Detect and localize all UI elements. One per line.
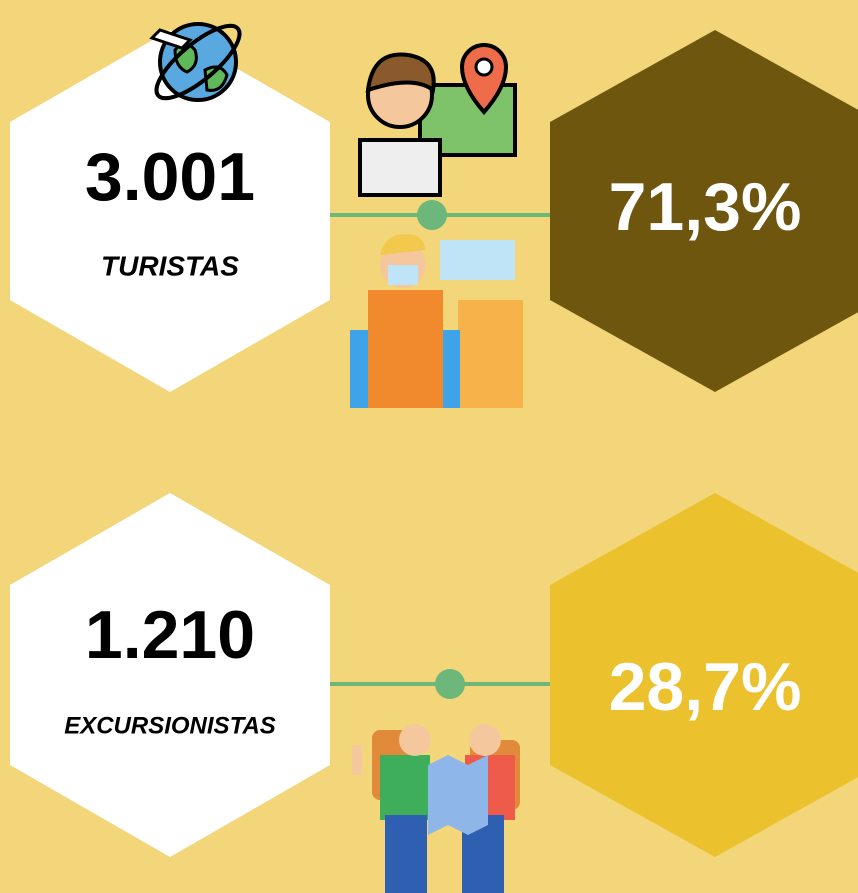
count: 1.210 bbox=[85, 597, 255, 673]
label: TURISTAS bbox=[101, 250, 239, 281]
waiting-traveler-icon bbox=[350, 234, 523, 408]
page: {"items": [ {"count": "3.001", "label": … bbox=[0, 0, 858, 893]
hikers-icon bbox=[352, 724, 520, 893]
count-hexagon bbox=[10, 493, 330, 857]
infographic: 3.001 TURISTAS 71,3% 1.210 EXCURSIONISTA… bbox=[0, 0, 858, 893]
percent: 71,3% bbox=[609, 169, 802, 245]
label: EXCURSIONISTAS bbox=[64, 712, 276, 739]
connector-dot bbox=[435, 669, 465, 699]
connector-dot bbox=[417, 200, 447, 230]
traveler-map-icon bbox=[360, 45, 515, 195]
count: 3.001 bbox=[85, 139, 255, 215]
percent: 28,7% bbox=[609, 649, 802, 725]
